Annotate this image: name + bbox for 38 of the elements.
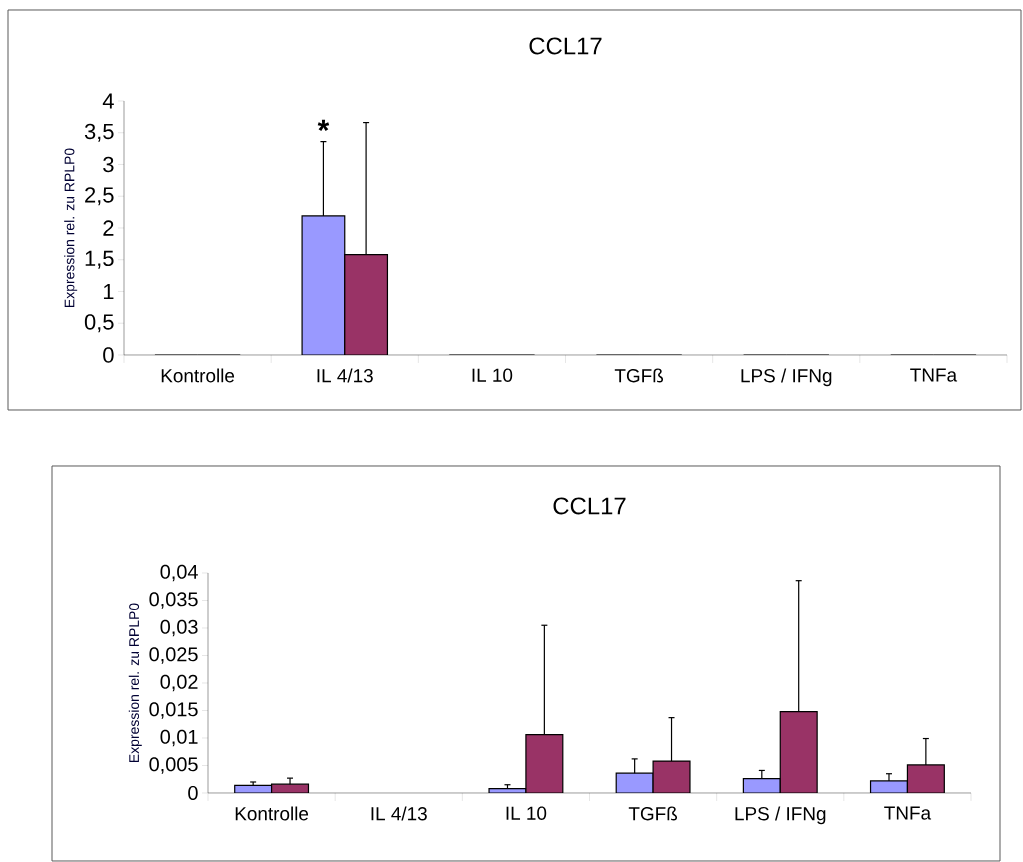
chart-title: CCL17 [553, 497, 626, 515]
x-tick-label: TGFß [614, 368, 664, 383]
bar [525, 734, 564, 793]
y-tick-label: 0,015 [149, 702, 198, 719]
x-tick-label: IL 4/13 [371, 806, 427, 821]
x-tick-label: IL 10 [472, 368, 513, 382]
x-tick-label: LPS / IFNg [741, 368, 832, 387]
y-tick-label: 0,025 [149, 647, 198, 664]
y-tick-label: 1,5 [85, 250, 114, 269]
x-tick-label: IL 10 [506, 806, 547, 820]
x-tick-label: TNFa [884, 806, 932, 820]
y-tick-label: 1 [103, 283, 114, 300]
y-tick-label: 0 [103, 347, 114, 363]
x-tick-label: IL 4/13 [317, 368, 373, 383]
x-tick-label: TNFa [910, 368, 958, 382]
y-tick-label: 3,5 [84, 123, 114, 142]
x-tick-label: Kontrolle [161, 368, 235, 383]
y-tick-label: 2 [103, 220, 114, 236]
y-tick-label: 0,03 [160, 619, 198, 637]
x-tick-label: Kontrolle [235, 806, 309, 821]
y-axis-title: Expression rel. zu RPLP0 [64, 148, 78, 307]
x-tick-label: TGFß [628, 806, 678, 821]
y-tick-label: 0,5 [84, 314, 114, 333]
y-tick-label: 0,02 [160, 674, 198, 692]
y-tick-label: 2,5 [85, 187, 114, 206]
y-tick-label: 0,005 [149, 757, 198, 774]
bar [779, 710, 818, 793]
chart-title: CCL17 [529, 37, 602, 55]
y-tick-label: 4 [102, 93, 114, 109]
y-tick-label: 0,035 [149, 592, 198, 609]
y-tick-label: 0 [188, 785, 198, 801]
y-tick-label: 3 [103, 156, 114, 173]
y-axis-title: Expression rel. zu RPLP0 [128, 603, 142, 762]
bar [906, 764, 945, 793]
x-tick-label: LPS / IFNg [735, 806, 826, 825]
y-tick-label: 0,04 [160, 564, 198, 582]
annotation: * [317, 119, 330, 131]
y-tick-label: 0,01 [160, 729, 198, 747]
